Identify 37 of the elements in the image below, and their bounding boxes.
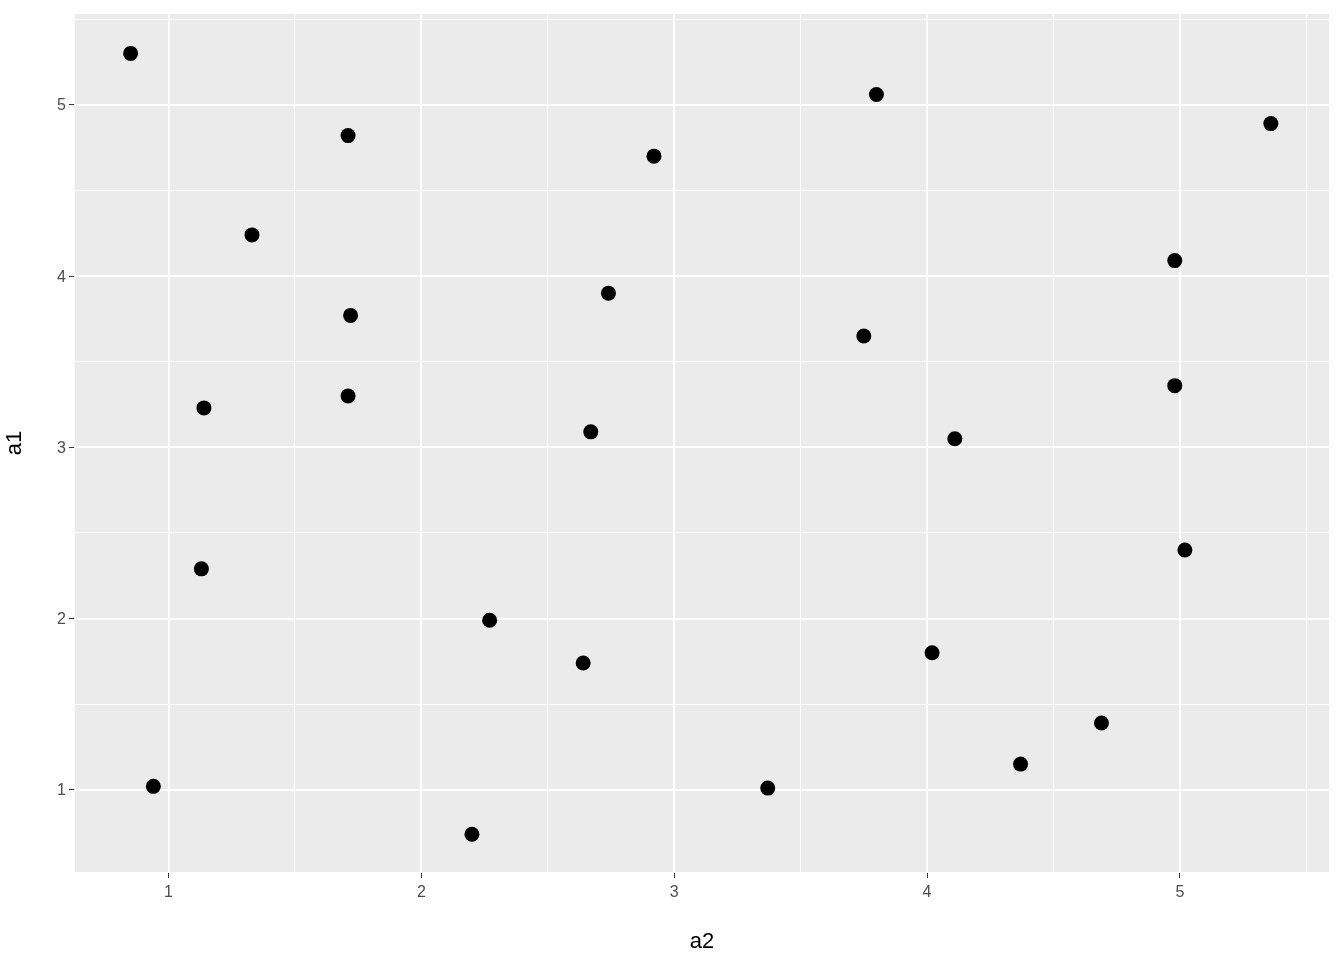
point [924,645,940,661]
point [1093,715,1109,731]
y-tick-label: 2 [56,610,66,628]
point [482,612,498,628]
x-tick-label: 2 [416,883,426,901]
point [340,128,356,144]
point [856,328,872,344]
point [340,388,356,404]
point [1263,116,1279,132]
point [244,227,260,243]
point [464,826,480,842]
y-tick-label: 5 [56,96,66,114]
y-tick-label: 3 [56,438,66,456]
point [575,655,591,671]
x-tick-label: 4 [922,883,932,901]
y-tick-label: 4 [56,267,66,285]
point [145,778,161,794]
point [947,431,963,447]
x-tick-label: 5 [1175,883,1185,901]
point [193,561,209,577]
point [583,424,599,440]
point [600,285,616,301]
point [123,45,139,61]
point [1167,378,1183,394]
point [760,780,776,796]
x-tick-label: 1 [164,883,174,901]
x-tick-label: 3 [669,883,679,901]
point [868,86,884,102]
y-axis-title: a1 [1,430,26,456]
point [343,307,359,323]
y-tick-label: 1 [56,781,66,799]
point [196,400,212,416]
point [1177,542,1193,558]
point [1013,756,1029,772]
point [1167,253,1183,269]
point [646,148,662,164]
x-axis-title: a2 [689,928,715,953]
